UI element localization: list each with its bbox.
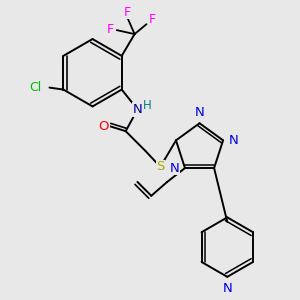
Text: Cl: Cl bbox=[29, 81, 42, 94]
Text: F: F bbox=[124, 6, 131, 19]
Text: F: F bbox=[107, 22, 114, 36]
Text: H: H bbox=[143, 99, 152, 112]
Text: N: N bbox=[222, 282, 232, 295]
Text: O: O bbox=[99, 120, 109, 133]
Text: N: N bbox=[169, 162, 179, 175]
Text: N: N bbox=[229, 134, 239, 147]
Text: N: N bbox=[195, 106, 204, 119]
Text: N: N bbox=[133, 103, 142, 116]
Text: F: F bbox=[149, 13, 156, 26]
Text: S: S bbox=[156, 160, 164, 173]
